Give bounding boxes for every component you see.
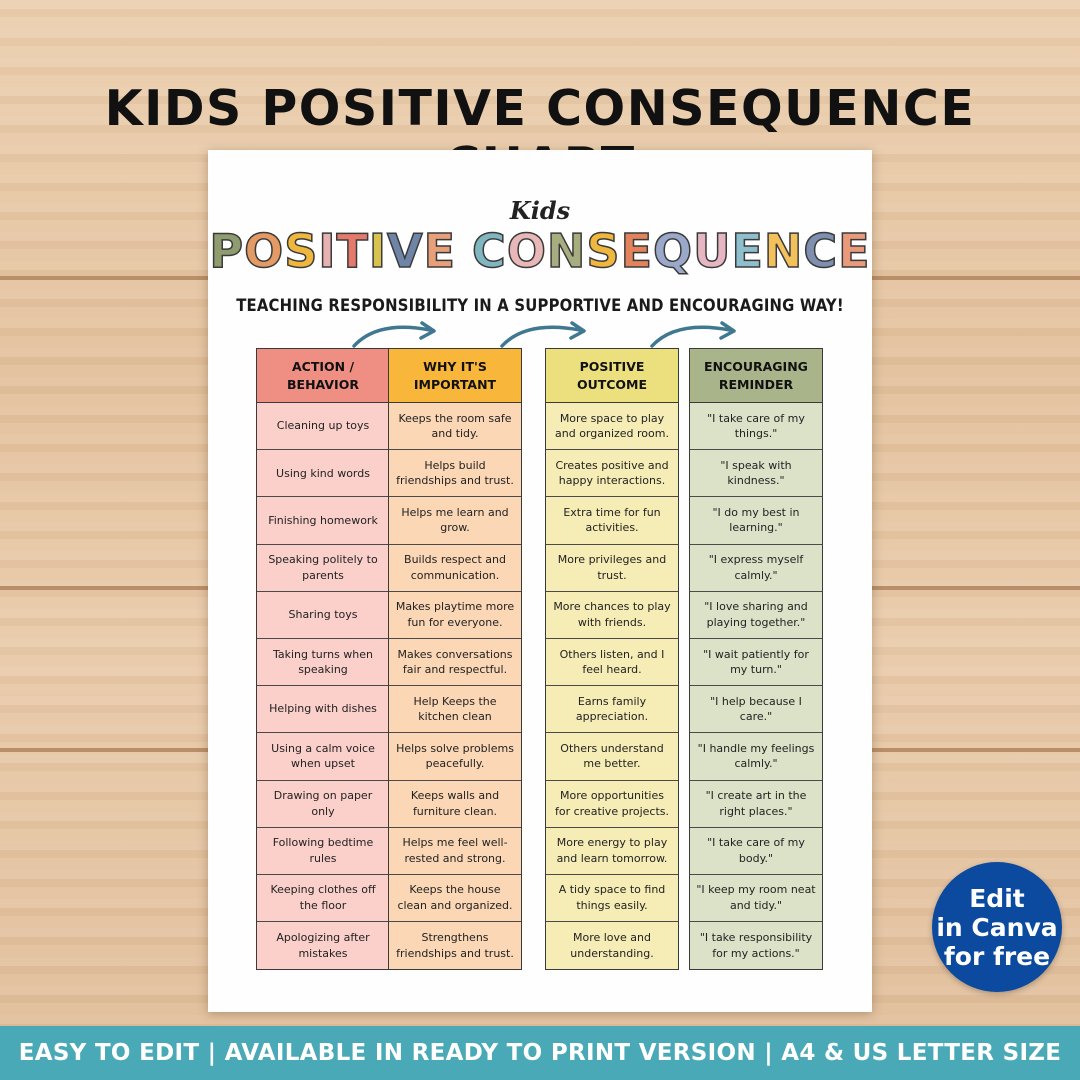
- sheet-subtitle: TEACHING RESPONSIBILITY IN A SUPPORTIVE …: [236, 296, 844, 315]
- edit-in-canva-badge[interactable]: Edit in Canva for free: [932, 862, 1062, 992]
- table-cell: Speaking politely to parents: [257, 545, 389, 592]
- table-cell: More privileges and trust.: [546, 545, 678, 592]
- title-letter: O: [243, 223, 285, 279]
- arrow-3: [650, 325, 732, 348]
- table-cell: Keeps the house clean and organized.: [389, 875, 521, 923]
- footer-banner: EASY TO EDIT | AVAILABLE IN READY TO PRI…: [0, 1026, 1080, 1080]
- table-cell: Sharing toys: [257, 592, 389, 639]
- table-cell: Helps me learn and grow.: [389, 497, 521, 545]
- title-letter: E: [423, 223, 457, 279]
- column-header: POSITIVE OUTCOME: [546, 349, 678, 403]
- title-letter: E: [731, 223, 764, 279]
- title-letter: I: [318, 223, 337, 279]
- title-letter: C: [471, 223, 507, 279]
- table-column: POSITIVE OUTCOME More space to play and o…: [545, 348, 679, 970]
- table-cell: A tidy space to find things easily.: [546, 875, 678, 923]
- column-header: ACTION / BEHAVIOR: [257, 349, 389, 403]
- title-letter: V: [386, 223, 424, 279]
- title-letter: O: [506, 223, 547, 279]
- column-header: ENCOURAGING REMINDER: [690, 349, 822, 403]
- title-letter: T: [336, 223, 369, 279]
- table-cell: Builds respect and communication.: [389, 545, 521, 592]
- table-cell: Taking turns when speaking: [257, 639, 389, 687]
- table-cell: "I keep my room neat and tidy.": [690, 875, 822, 923]
- badge-line-2: in Canva: [936, 912, 1058, 942]
- table-cell: "I express myself calmly.": [690, 545, 822, 592]
- arrow-1: [352, 325, 432, 348]
- table-cell: "I love sharing and playing together.": [690, 592, 822, 639]
- table-cell: Helping with dishes: [257, 686, 389, 734]
- table-column: ENCOURAGING REMINDER "I take care of my t…: [689, 348, 823, 970]
- arrows-decoration: [352, 321, 736, 348]
- table-cell: Keeps walls and furniture clean.: [389, 781, 521, 828]
- table-cell: More opportunities for creative projects…: [546, 781, 678, 828]
- title-letter: S: [586, 223, 621, 279]
- table-cell: "I speak with kindness.": [690, 450, 822, 498]
- title-letter: C: [803, 223, 839, 279]
- arrow-2-head: [569, 321, 586, 340]
- table-column: WHY IT'S IMPORTANT Keeps the room safe an…: [388, 348, 522, 970]
- table-cell: Helps build friendships and trust.: [389, 450, 521, 498]
- table-cell: Strengthens friendships and trust.: [396, 931, 514, 960]
- table-cell: Keeping clothes off the floor: [257, 875, 389, 923]
- chart-sheet: Kids POSITIVE CONSEQUENCE TEACHING RESPO…: [208, 150, 872, 1012]
- table-cell: Apologizing after mistakes: [276, 931, 370, 960]
- column-header: WHY IT'S IMPORTANT: [389, 349, 521, 403]
- table-cell: "I help because I care.": [690, 686, 822, 734]
- table-cell: "I create art in the right places.": [690, 781, 822, 828]
- table-cell: Others listen, and I feel heard.: [546, 639, 678, 687]
- table-cell: More energy to play and learn tomorrow.: [546, 828, 678, 875]
- table-cell: "I take responsibility for my actions.": [699, 931, 813, 960]
- table-cell: Makes playtime more fun for everyone.: [389, 592, 521, 639]
- table-cell: "I take care of my body.": [690, 828, 822, 875]
- arrow-2: [500, 325, 582, 348]
- table-cell: Helps solve problems peacefully.: [389, 733, 521, 781]
- consequence-table: ACTION / BEHAVIOR Cleaning up toys Using k…: [256, 348, 826, 970]
- page-title: KIDS POSITIVE CONSEQUENCE CHART: [104, 80, 976, 194]
- badge-line-1: Edit: [969, 883, 1025, 913]
- table-cell: Extra time for fun activities.: [546, 497, 678, 545]
- table-cell: Earns family appreciation.: [546, 686, 678, 734]
- table-cell: Others understand me better.: [546, 733, 678, 781]
- title-letter: N: [763, 223, 804, 279]
- table-cell: Cleaning up toys: [257, 403, 389, 451]
- title-letter: S: [283, 223, 319, 279]
- table-cell: More chances to play with friends.: [546, 592, 678, 639]
- table-cell: "I wait patiently for my turn.": [690, 639, 822, 687]
- table-cell: Creates positive and happy interactions.: [546, 450, 678, 498]
- table-cell: Using kind words: [257, 450, 389, 498]
- table-cell: Using a calm voice when upset: [257, 733, 389, 781]
- table-cell: More space to play and organized room.: [546, 403, 678, 451]
- table-cell: Keeps the room safe and tidy.: [389, 403, 521, 451]
- arrow-1-head: [419, 321, 436, 340]
- sheet-title: POSITIVE CONSEQUENCE: [208, 223, 872, 279]
- badge-line-3: for free: [943, 941, 1051, 971]
- table-cell: "I do my best in learning.": [690, 497, 822, 545]
- table-cell: "I take care of my things.": [690, 403, 822, 451]
- table-column: ACTION / BEHAVIOR Cleaning up toys Using k…: [256, 348, 390, 970]
- table-cell: Following bedtime rules: [257, 828, 389, 875]
- title-letter: N: [546, 223, 587, 279]
- table-cell: "I handle my feelings calmly.": [690, 733, 822, 781]
- table-cell: Drawing on paper only: [257, 781, 389, 828]
- title-letter: E: [620, 223, 653, 279]
- arrow-3-head: [719, 321, 736, 340]
- table-cell: Helps me feel well-rested and strong.: [389, 828, 521, 875]
- table-cell: More love and understanding.: [570, 931, 654, 960]
- table-cell: Makes conversations fair and respectful.: [389, 639, 521, 687]
- table-cell: Finishing homework: [257, 497, 389, 545]
- title-letter: Q: [652, 223, 694, 279]
- table-cell: Help Keeps the kitchen clean: [389, 686, 521, 734]
- title-letter: U: [692, 223, 732, 279]
- title-letter: P: [209, 223, 245, 279]
- sheet-kicker: Kids: [509, 196, 571, 225]
- title-letter: E: [837, 223, 871, 279]
- title-letter: I: [368, 223, 387, 279]
